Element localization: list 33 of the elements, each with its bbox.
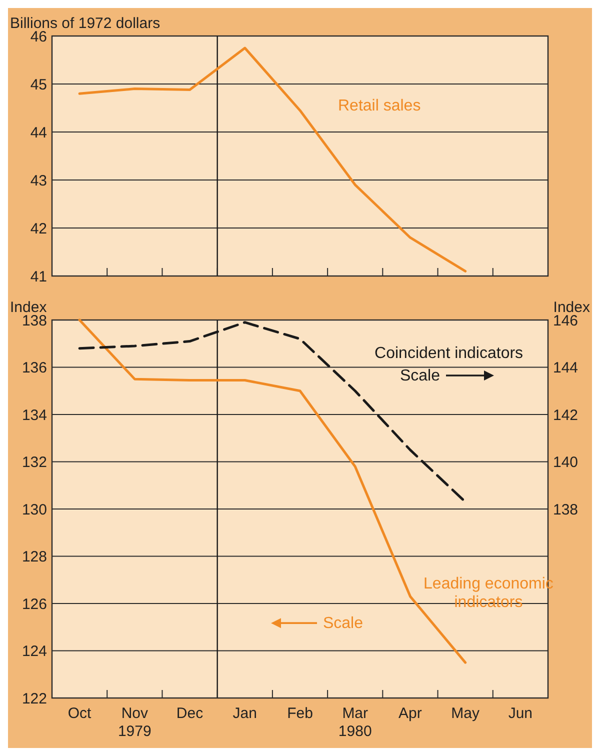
y-tick-label: 136 xyxy=(22,360,47,376)
x-tick-label: Feb xyxy=(287,705,313,722)
y-tick-label: 132 xyxy=(22,454,47,471)
x-tick-label: Dec xyxy=(176,705,204,722)
x-tick-label: Jun xyxy=(508,705,533,722)
y-tick-label: 130 xyxy=(22,501,47,518)
y-tick-label: 44 xyxy=(30,124,47,142)
annotation: Scale xyxy=(400,367,440,384)
text: Coincident indicators xyxy=(374,344,524,362)
y2-tick-label: 144 xyxy=(553,360,578,376)
y-tick-label: 124 xyxy=(22,643,47,660)
line-series xyxy=(78,46,467,272)
text: 1979 xyxy=(118,723,152,740)
x-tick-label: Jan xyxy=(232,705,257,722)
y-tick-label: 122 xyxy=(22,690,47,708)
x-tick-label: Oct xyxy=(68,705,92,722)
y-tick-label: 126 xyxy=(22,596,47,613)
y2-tick-label: 138 xyxy=(553,501,578,518)
x-tick-label: Mar xyxy=(342,705,368,722)
y2-tick-label: 142 xyxy=(553,406,578,424)
series-label: Retail sales xyxy=(338,97,421,114)
y-tick-label: 134 xyxy=(22,406,47,424)
x-tick-label: Nov xyxy=(121,705,148,722)
y-tick-label: 43 xyxy=(30,172,47,190)
y2-tick-label: 140 xyxy=(553,454,578,471)
y-tick-label: 41 xyxy=(30,268,47,286)
x-tick-label: Apr xyxy=(398,705,422,722)
x-tick-label: May xyxy=(451,705,480,722)
y-tick-label: 128 xyxy=(22,548,47,566)
text: 1980 xyxy=(338,723,372,740)
y-tick-label: 45 xyxy=(30,76,47,94)
y-tick-label: 42 xyxy=(30,220,47,238)
annotation: Scale xyxy=(322,615,364,632)
